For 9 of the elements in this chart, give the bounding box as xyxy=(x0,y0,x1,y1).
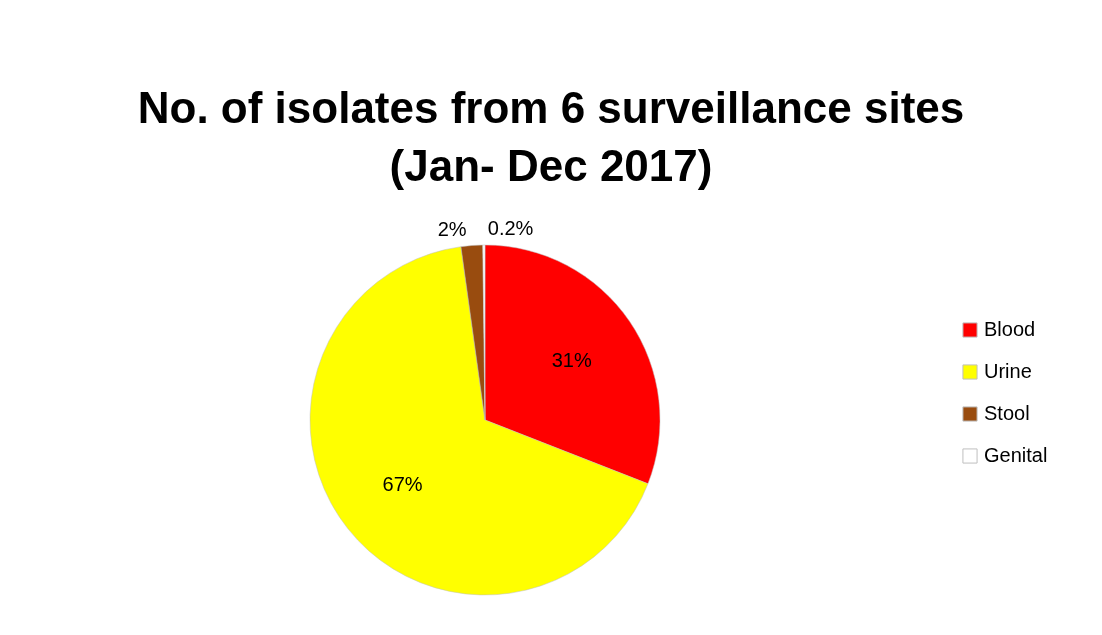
chart-title: No. of isolates from 6 surveillance sites (Jan- Dec 2017) xyxy=(137,83,965,190)
legend-label: Stool xyxy=(984,402,1030,424)
data-label: 67% xyxy=(382,473,423,496)
data-label: 31% xyxy=(551,348,592,371)
data-label: 2% xyxy=(437,217,467,240)
data-label: 0.2% xyxy=(487,217,534,239)
legend-label: Blood xyxy=(984,318,1036,340)
legend-label: Genital xyxy=(984,444,1048,466)
legend-label: Urine xyxy=(984,360,1032,382)
